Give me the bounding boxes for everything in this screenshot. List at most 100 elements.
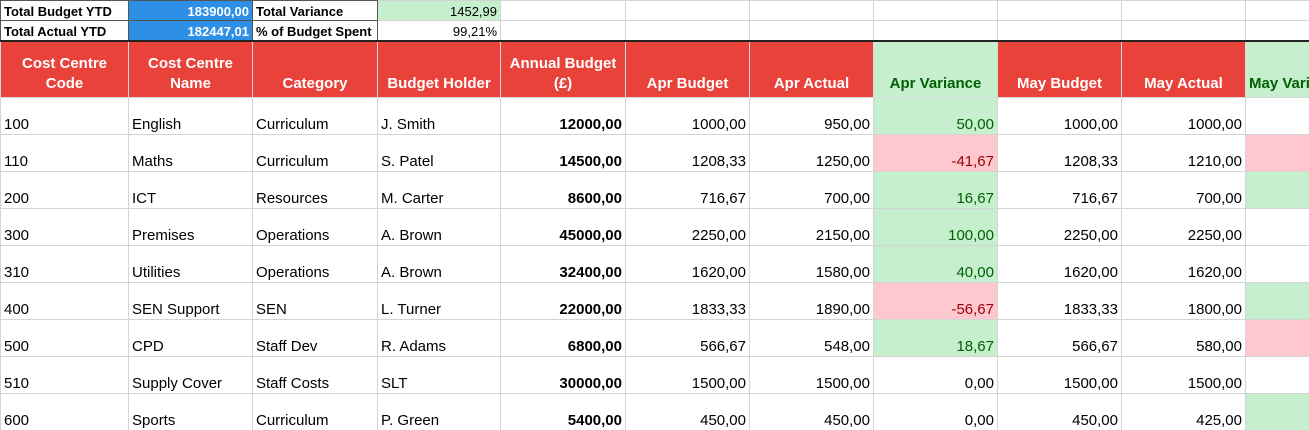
data-cell[interactable]: 450,00 — [997, 393, 1122, 430]
data-cell[interactable]: 1208,33 — [625, 134, 750, 172]
data-cell[interactable]: SLT — [377, 356, 501, 394]
summary-cell[interactable]: 183900,00 — [128, 0, 253, 21]
data-cell[interactable]: 1890,00 — [749, 282, 874, 320]
data-cell[interactable]: Premises — [128, 208, 253, 246]
data-cell[interactable]: ICT — [128, 171, 253, 209]
data-cell[interactable]: 100,00 — [873, 208, 998, 246]
data-cell[interactable]: 1500,00 — [1121, 356, 1246, 394]
data-cell[interactable]: Supply Cover — [128, 356, 253, 394]
data-cell[interactable]: 566,67 — [625, 319, 750, 357]
empty-cell[interactable] — [500, 20, 626, 41]
summary-cell[interactable]: % of Budget Spent — [252, 20, 378, 41]
data-cell[interactable]: 548,00 — [749, 319, 874, 357]
empty-cell[interactable] — [1121, 0, 1246, 21]
column-header[interactable]: May Variance — [1245, 39, 1309, 98]
data-cell[interactable]: 425,00 — [1121, 393, 1246, 430]
column-header[interactable]: Cost Centre Name — [128, 39, 253, 98]
data-cell[interactable]: 400 — [0, 282, 129, 320]
empty-cell[interactable] — [873, 20, 998, 41]
data-cell[interactable]: 450,00 — [625, 393, 750, 430]
empty-cell[interactable] — [997, 20, 1122, 41]
empty-cell[interactable] — [1245, 0, 1309, 21]
data-cell[interactable]: SEN Support — [128, 282, 253, 320]
data-cell[interactable]: 1208,33 — [997, 134, 1122, 172]
empty-cell[interactable] — [625, 20, 750, 41]
data-cell[interactable]: 2250,00 — [997, 208, 1122, 246]
data-cell[interactable]: 30000,00 — [500, 356, 626, 394]
empty-cell[interactable] — [625, 0, 750, 21]
empty-cell[interactable] — [997, 0, 1122, 21]
data-cell[interactable]: Utilities — [128, 245, 253, 283]
data-cell[interactable]: L. Turner — [377, 282, 501, 320]
data-cell[interactable]: 716,67 — [625, 171, 750, 209]
summary-cell[interactable]: Total Variance — [252, 0, 378, 21]
data-cell[interactable]: 14500,00 — [500, 134, 626, 172]
data-cell[interactable]: 1000,00 — [625, 97, 750, 135]
data-cell[interactable]: 1620,00 — [997, 245, 1122, 283]
column-header[interactable]: Apr Budget — [625, 39, 750, 98]
data-cell[interactable]: M. Carter — [377, 171, 501, 209]
data-cell[interactable] — [1245, 282, 1309, 320]
data-cell[interactable] — [1245, 171, 1309, 209]
data-cell[interactable]: 1833,33 — [625, 282, 750, 320]
data-cell[interactable]: 110 — [0, 134, 129, 172]
data-cell[interactable]: Staff Costs — [252, 356, 378, 394]
column-header[interactable]: Annual Budget (£) — [500, 39, 626, 98]
data-cell[interactable]: CPD — [128, 319, 253, 357]
data-cell[interactable]: 1500,00 — [997, 356, 1122, 394]
summary-cell[interactable]: 182447,01 — [128, 20, 253, 41]
summary-cell[interactable]: 99,21% — [377, 20, 501, 41]
data-cell[interactable]: 1250,00 — [749, 134, 874, 172]
data-cell[interactable] — [1245, 134, 1309, 172]
data-cell[interactable]: 700,00 — [1121, 171, 1246, 209]
data-cell[interactable]: 100 — [0, 97, 129, 135]
data-cell[interactable]: 950,00 — [749, 97, 874, 135]
data-cell[interactable]: 1000,00 — [1121, 97, 1246, 135]
summary-cell[interactable]: Total Budget YTD — [0, 0, 129, 21]
data-cell[interactable]: 510 — [0, 356, 129, 394]
data-cell[interactable]: 1000,00 — [997, 97, 1122, 135]
data-cell[interactable]: 1500,00 — [749, 356, 874, 394]
data-cell[interactable]: -56,67 — [873, 282, 998, 320]
data-cell[interactable] — [1245, 319, 1309, 357]
column-header[interactable]: Category — [252, 39, 378, 98]
empty-cell[interactable] — [749, 0, 874, 21]
data-cell[interactable]: A. Brown — [377, 208, 501, 246]
data-cell[interactable]: Maths — [128, 134, 253, 172]
data-cell[interactable]: 32400,00 — [500, 245, 626, 283]
data-cell[interactable]: 18,67 — [873, 319, 998, 357]
data-cell[interactable]: 45000,00 — [500, 208, 626, 246]
data-cell[interactable] — [1245, 97, 1309, 135]
data-cell[interactable]: 500 — [0, 319, 129, 357]
data-cell[interactable]: 2250,00 — [625, 208, 750, 246]
empty-cell[interactable] — [1121, 20, 1246, 41]
data-cell[interactable]: Operations — [252, 245, 378, 283]
data-cell[interactable]: 12000,00 — [500, 97, 626, 135]
data-cell[interactable]: 450,00 — [749, 393, 874, 430]
data-cell[interactable]: Curriculum — [252, 97, 378, 135]
data-cell[interactable]: 1580,00 — [749, 245, 874, 283]
data-cell[interactable] — [1245, 208, 1309, 246]
data-cell[interactable]: SEN — [252, 282, 378, 320]
column-header[interactable]: Apr Variance — [873, 39, 998, 98]
data-cell[interactable]: R. Adams — [377, 319, 501, 357]
data-cell[interactable]: 600 — [0, 393, 129, 430]
data-cell[interactable]: 0,00 — [873, 393, 998, 430]
data-cell[interactable]: 300 — [0, 208, 129, 246]
data-cell[interactable] — [1245, 356, 1309, 394]
data-cell[interactable]: Curriculum — [252, 134, 378, 172]
empty-cell[interactable] — [1245, 20, 1309, 41]
data-cell[interactable]: 1620,00 — [625, 245, 750, 283]
empty-cell[interactable] — [500, 0, 626, 21]
data-cell[interactable]: 580,00 — [1121, 319, 1246, 357]
data-cell[interactable]: Curriculum — [252, 393, 378, 430]
data-cell[interactable]: 16,67 — [873, 171, 998, 209]
data-cell[interactable]: 1620,00 — [1121, 245, 1246, 283]
column-header[interactable]: May Budget — [997, 39, 1122, 98]
data-cell[interactable]: 716,67 — [997, 171, 1122, 209]
column-header[interactable]: Cost Centre Code — [0, 39, 129, 98]
data-cell[interactable]: 1500,00 — [625, 356, 750, 394]
data-cell[interactable]: 6800,00 — [500, 319, 626, 357]
column-header[interactable]: Budget Holder — [377, 39, 501, 98]
data-cell[interactable]: Resources — [252, 171, 378, 209]
